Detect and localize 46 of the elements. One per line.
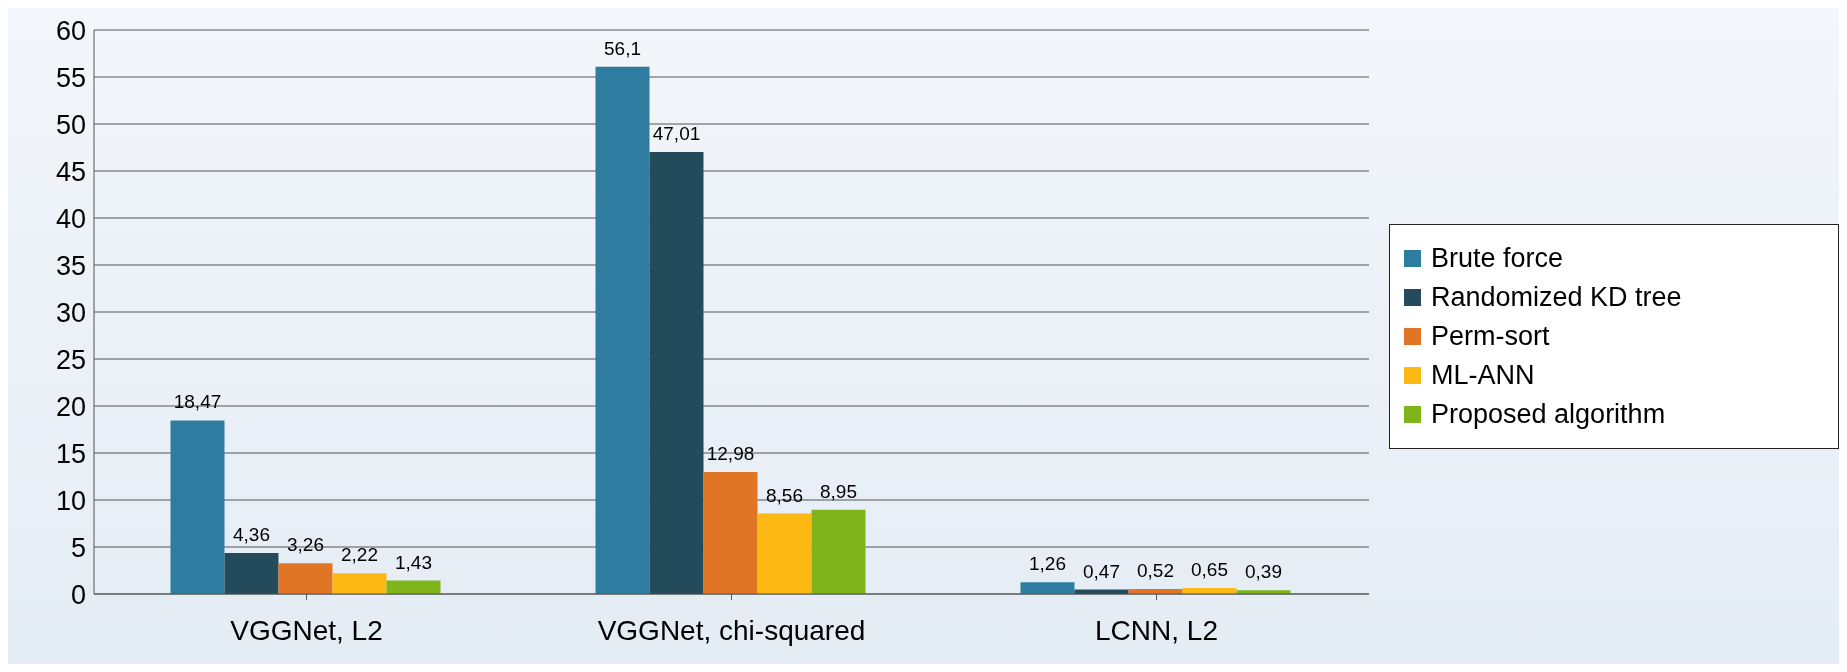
y-tick-label: 40 (55, 203, 86, 234)
y-tick-label: 45 (55, 156, 86, 187)
data-label: 18,47 (173, 391, 222, 413)
bar (278, 563, 333, 594)
y-tick-label: 15 (55, 438, 86, 469)
y-tick-label: 35 (55, 250, 86, 281)
bar (170, 420, 225, 594)
data-label: 0,65 (1191, 558, 1228, 580)
data-label: 0,47 (1083, 560, 1120, 582)
bar (811, 509, 866, 594)
data-label: 2,22 (341, 544, 378, 566)
bar (595, 66, 650, 594)
x-tick-label: VGGNet, chi-squared (597, 614, 866, 646)
data-label: 56,1 (604, 37, 641, 59)
bar (649, 152, 704, 594)
y-tick-label: 30 (55, 297, 86, 328)
y-tick-label: 60 (55, 15, 86, 46)
data-label: 4,36 (233, 524, 270, 546)
bar (1020, 582, 1075, 594)
legend-label: Brute force (1431, 242, 1564, 274)
data-label: 47,01 (652, 123, 701, 145)
x-tick-label: LCNN, L2 (1095, 614, 1218, 646)
bar (757, 513, 812, 594)
data-label: 12,98 (706, 442, 755, 464)
bar (224, 553, 279, 594)
x-tick-label: VGGNet, L2 (230, 614, 383, 646)
data-label: 8,56 (766, 484, 803, 506)
legend-label: Randomized KD tree (1431, 281, 1682, 313)
data-label: 1,43 (395, 551, 432, 573)
data-label: 3,26 (287, 534, 324, 556)
legend-label: Proposed algorithm (1431, 398, 1666, 430)
y-tick-label: 20 (55, 391, 86, 422)
y-tick-label: 0 (70, 579, 86, 610)
data-label: 8,95 (820, 480, 857, 502)
y-tick-label: 10 (55, 485, 86, 516)
bar (332, 573, 387, 594)
legend-label: Perm-sort (1431, 320, 1550, 352)
data-label: 0,52 (1137, 560, 1174, 582)
bar (703, 471, 758, 594)
data-label: 0,39 (1245, 561, 1282, 583)
legend-label: ML-ANN (1431, 359, 1535, 391)
y-tick-label: 50 (55, 109, 86, 140)
data-label: 1,26 (1029, 553, 1066, 575)
y-tick-label: 55 (55, 62, 86, 93)
y-tick-label: 25 (55, 344, 86, 375)
y-tick-label: 5 (70, 532, 86, 563)
